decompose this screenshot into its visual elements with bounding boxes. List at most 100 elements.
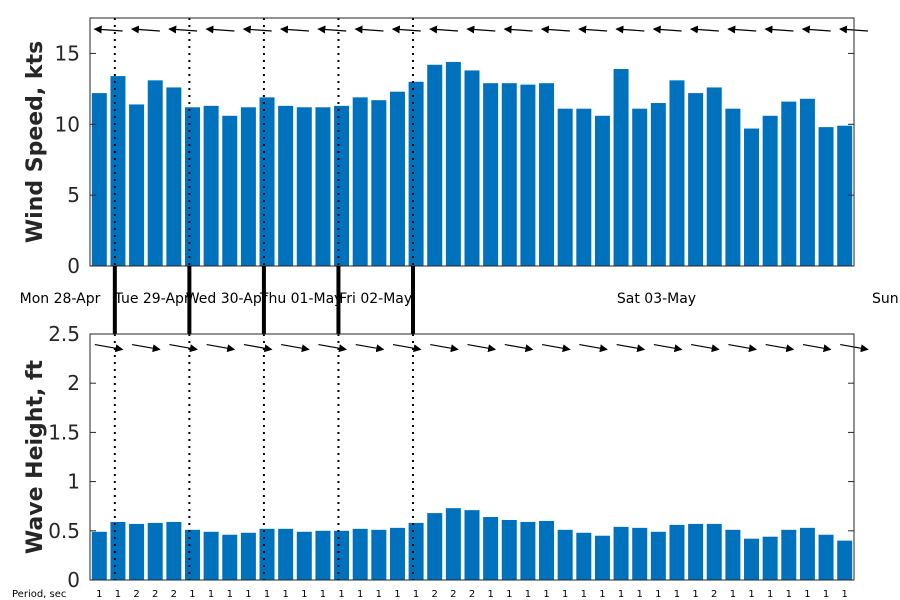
bar — [762, 536, 778, 580]
bar — [688, 93, 704, 266]
bar — [166, 87, 182, 266]
bar — [147, 80, 163, 267]
period-value: 1 — [674, 589, 680, 600]
period-value: 1 — [227, 589, 233, 600]
direction-arrow — [801, 25, 831, 34]
bar — [203, 531, 219, 580]
bar — [725, 108, 741, 266]
bar — [278, 528, 294, 580]
bar — [259, 97, 275, 266]
period-value: 1 — [413, 589, 419, 600]
period-value: 2 — [133, 589, 139, 600]
wave-plot-frame — [89, 333, 855, 581]
day-label: Sun — [872, 291, 899, 307]
direction-arrow — [578, 25, 608, 34]
direction-arrow — [280, 25, 309, 34]
direction-arrow — [727, 25, 757, 34]
y-tick-label: 1 — [67, 470, 80, 494]
bar — [371, 100, 387, 267]
bar — [650, 103, 666, 267]
bar — [557, 108, 573, 266]
direction-arrow — [243, 343, 273, 353]
bar — [278, 105, 294, 266]
period-value: 1 — [245, 589, 251, 600]
direction-arrow — [429, 25, 459, 34]
bar — [240, 532, 256, 580]
bar — [184, 107, 200, 266]
period-value: 1 — [562, 589, 568, 600]
direction-arrow — [93, 25, 123, 34]
bar — [184, 529, 200, 580]
period-value: 1 — [96, 589, 102, 600]
bar — [781, 101, 797, 267]
period-value: 1 — [804, 589, 810, 600]
period-value: 1 — [599, 589, 605, 600]
bar — [389, 91, 405, 266]
bar — [483, 83, 499, 266]
bar — [576, 532, 592, 580]
bar — [334, 105, 350, 266]
y-tick-label: 1.5 — [48, 420, 80, 444]
bar — [837, 540, 853, 580]
bar — [706, 523, 722, 580]
bar — [539, 83, 555, 266]
y-tick-label: 0.5 — [48, 519, 80, 543]
period-value: 1 — [618, 589, 624, 600]
bar — [520, 521, 536, 580]
direction-arrow — [802, 343, 832, 353]
bar — [464, 510, 480, 580]
bar — [371, 529, 387, 580]
period-value: 2 — [152, 589, 158, 600]
bar — [147, 522, 163, 580]
period-values: 1 1 2 2 2 1 1 1 1 1 1 1 1 1 1 1 1 1 2 2 2 1 1 1 1 1 1 1 1 1 1 1 1 2 1 1 1 1 1 1… — [96, 589, 848, 600]
direction-arrow — [652, 25, 682, 34]
bar — [594, 115, 610, 266]
direction-arrow — [168, 25, 198, 34]
direction-arrow — [206, 343, 236, 353]
day-label: Mon 28-Apr — [20, 291, 101, 307]
direction-arrow — [689, 25, 719, 34]
bar — [445, 508, 461, 580]
bar — [744, 128, 760, 266]
period-value: 1 — [301, 589, 307, 600]
bar — [576, 108, 592, 266]
wave-day-separators — [113, 334, 414, 580]
bar — [744, 538, 760, 580]
period-value: 1 — [394, 589, 400, 600]
direction-arrow — [391, 25, 421, 34]
bar — [632, 527, 648, 580]
wind-speed-bars — [91, 61, 853, 267]
bar — [706, 87, 722, 266]
direction-arrow — [540, 25, 570, 34]
direction-arrow — [130, 25, 160, 34]
period-value: 1 — [282, 589, 288, 600]
direction-arrow — [354, 25, 384, 34]
bar — [464, 70, 480, 266]
direction-arrow — [430, 343, 459, 353]
direction-arrow — [764, 25, 794, 34]
day-label: Thu 01-May — [259, 291, 343, 307]
direction-arrow — [205, 25, 235, 34]
direction-arrow — [94, 343, 124, 353]
period-value: 2 — [171, 589, 177, 600]
wave-height-bars — [91, 508, 853, 580]
bar — [837, 125, 853, 267]
direction-arrow — [691, 343, 720, 353]
bar — [818, 534, 834, 580]
wind-y-axis: 0 5 10 15 — [55, 41, 854, 278]
period-value: 1 — [730, 589, 736, 600]
bar — [129, 523, 145, 580]
direction-arrow — [616, 343, 646, 353]
direction-arrow — [615, 25, 645, 34]
bar — [315, 530, 331, 580]
bar — [520, 84, 536, 266]
period-value: 2 — [711, 589, 717, 600]
period-value: 1 — [506, 589, 512, 600]
direction-arrow — [355, 343, 385, 353]
bar — [240, 107, 256, 266]
period-value: 1 — [655, 589, 661, 600]
period-value: 1 — [692, 589, 698, 600]
direction-arrow — [242, 25, 272, 34]
bar — [91, 93, 107, 266]
